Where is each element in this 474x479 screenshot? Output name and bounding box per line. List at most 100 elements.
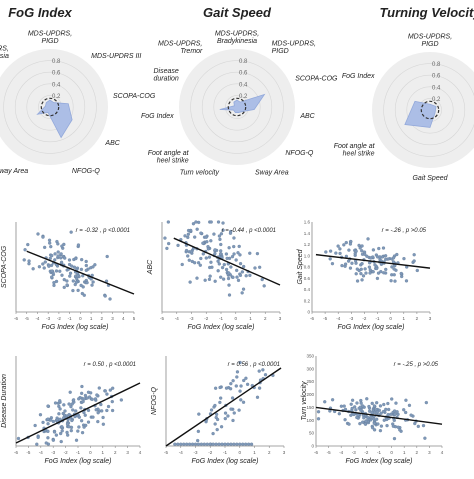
- scatter-point: [41, 235, 45, 239]
- scatter-point: [49, 418, 53, 422]
- radar-axis-label-line: FoG Index: [141, 113, 174, 120]
- radar-axis-label: SCOPA-COG: [295, 75, 338, 82]
- scatter-point: [370, 401, 374, 406]
- scatter-x-tick-label: -5: [323, 316, 327, 321]
- scatter-point: [238, 389, 242, 393]
- radar-axis-label: Gait Speed: [412, 175, 448, 182]
- scatter-point: [182, 442, 186, 446]
- scatter-x-tick-label: 4: [122, 316, 125, 321]
- scatter-point: [354, 272, 358, 276]
- scatter-point: [241, 400, 246, 404]
- radar-axis-label-line: duration: [153, 75, 178, 82]
- radar-title: FoG Index: [8, 5, 72, 20]
- scatter-point: [212, 232, 216, 236]
- scatter-point: [49, 263, 54, 268]
- radar-axis-label-line: MDS-UPDRS,: [28, 31, 72, 38]
- scatter-point: [43, 245, 47, 250]
- scatter-point: [46, 417, 50, 421]
- scatter-point: [376, 422, 380, 426]
- radar-axis-label-line: MDS-UPDRS,: [215, 31, 259, 38]
- radar-axis-label-line: MDS-UPDRS,: [0, 45, 9, 52]
- scatter-point: [60, 273, 64, 277]
- scatter-x-tick-label: -1: [68, 316, 72, 321]
- scatter-point: [219, 242, 223, 247]
- scatter-point: [386, 413, 390, 417]
- scatter-point: [119, 398, 123, 402]
- scatter-point: [101, 415, 105, 420]
- scatter-point: [209, 260, 213, 264]
- scatter-point: [214, 442, 218, 446]
- scatter-point: [71, 288, 75, 293]
- scatter-point: [230, 396, 235, 400]
- radar-grid-ring: [3, 60, 97, 154]
- scatter-point: [223, 411, 228, 415]
- scatter-point: [93, 397, 98, 401]
- scatter-x-tick-label: -1: [219, 316, 223, 321]
- scatter-point: [344, 240, 348, 245]
- scatter-x-tick-label: -2: [362, 316, 366, 321]
- scatter-point: [79, 267, 84, 272]
- scatter-point: [407, 403, 412, 407]
- scatter-point: [186, 235, 190, 240]
- scatter-point: [74, 280, 79, 284]
- scatter-y-tick-label: 50: [309, 431, 315, 436]
- scatter-fit-line: [315, 253, 431, 269]
- scatter-stat-label: r = 0.50 , p <0.0001: [84, 362, 136, 368]
- scatter-point: [196, 429, 201, 434]
- scatter-x-tick-label: -6: [310, 316, 314, 321]
- scatter-point: [186, 254, 190, 258]
- scatter-point: [387, 407, 391, 412]
- scatter-point: [392, 267, 396, 271]
- scatter-point: [48, 241, 52, 245]
- scatter-point: [363, 267, 367, 271]
- scatter-point: [202, 442, 207, 446]
- scatter-x-tick-label: -1: [377, 450, 381, 455]
- radar-title: Gait Speed: [203, 5, 272, 20]
- scatter-x-tick-label: 0: [234, 316, 237, 321]
- radar-area: [219, 93, 266, 113]
- scatter-point: [70, 418, 74, 423]
- scatter-point: [83, 393, 88, 398]
- scatter-point: [370, 426, 375, 430]
- scatter-point: [368, 268, 372, 272]
- scatter-point: [89, 391, 93, 395]
- radar-axis-label-line: MDS-UPDRS,: [408, 34, 452, 41]
- scatter-point: [372, 428, 377, 432]
- radar-axis-label-line: MDS-UPDRS,: [158, 41, 202, 48]
- scatter-point: [65, 422, 70, 426]
- scatter-point: [105, 254, 109, 259]
- scatter-point: [375, 410, 380, 414]
- scatter-point: [235, 370, 240, 374]
- scatter-point: [46, 429, 50, 433]
- scatter-point: [108, 388, 112, 392]
- scatter-x-tick-label: -6: [14, 316, 18, 321]
- scatter-point: [244, 376, 248, 380]
- scatter-point: [93, 263, 97, 267]
- scatter-x-tick-label: -4: [39, 450, 43, 455]
- scatter-chart: -5 -4 -3 -2 -1 0 1 2 3 r = 0.56 , p <0.0001 FoG In…: [151, 356, 286, 465]
- scatter-chart: -6 -5 -4 -3 -2 -1 0 1 2 3 4 5 r = -0.32 , p <0.0001 F…: [1, 222, 136, 331]
- scatter-x-tick-label: 3: [429, 316, 432, 321]
- scatter-point: [409, 413, 413, 417]
- scatter-point: [360, 249, 364, 253]
- scatter-point: [213, 386, 218, 390]
- scatter-point: [58, 417, 62, 421]
- scatter-y-tick-label: 1.2: [304, 242, 311, 247]
- scatter-point: [218, 400, 222, 405]
- scatter-point: [262, 284, 266, 288]
- scatter-point: [47, 264, 51, 268]
- radar-ring-label: 0.4: [52, 82, 61, 88]
- scatter-point: [80, 384, 84, 389]
- scatter-point: [373, 263, 377, 267]
- scatter-point: [96, 419, 100, 424]
- scatter-fit-line: [173, 237, 281, 286]
- scatter-x-tick-label: 1: [403, 316, 406, 321]
- radar-grid-ring: [190, 60, 284, 154]
- scatter-point: [230, 254, 235, 259]
- scatter-point: [361, 274, 366, 278]
- radar-ring-label: 0.8: [52, 59, 61, 65]
- scatter-point: [371, 417, 376, 421]
- scatter-point: [330, 398, 335, 402]
- scatter-point: [86, 408, 91, 413]
- scatter-point: [100, 409, 104, 413]
